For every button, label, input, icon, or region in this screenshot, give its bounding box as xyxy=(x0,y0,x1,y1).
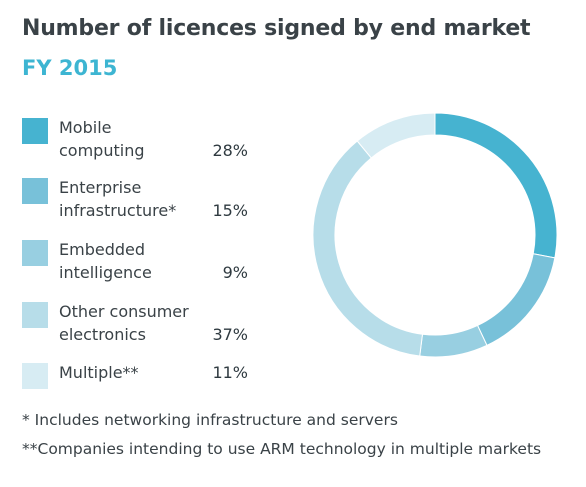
legend-swatch xyxy=(22,302,48,328)
footnote-networking: * Includes networking infrastructure and… xyxy=(22,411,398,429)
legend-swatch xyxy=(22,363,48,389)
donut-slice-mobile-computing xyxy=(434,112,558,259)
footnote-multiple-markets: **Companies intending to use ARM technol… xyxy=(22,440,542,458)
legend-value: 37% xyxy=(212,325,248,344)
donut-slice-other-consumer-electronics xyxy=(312,140,424,357)
legend-value: 9% xyxy=(222,263,248,282)
legend-value: 28% xyxy=(212,141,248,160)
legend-label: Embedded intelligence xyxy=(59,240,152,282)
chart-title: Number of licences signed by end market xyxy=(22,16,531,41)
legend-value: 15% xyxy=(212,201,248,220)
donut-slice-embedded-intelligence xyxy=(419,324,488,358)
donut-slices xyxy=(312,112,558,358)
legend-label: Mobile computing xyxy=(59,118,145,160)
donut-slice-enterprise-infrastructure xyxy=(476,253,556,347)
legend-label: Other consumer electronics xyxy=(59,302,189,344)
donut-slice-multiple xyxy=(356,112,436,159)
chart-subtitle: FY 2015 xyxy=(22,56,118,80)
legend-swatch xyxy=(22,178,48,204)
donut-chart xyxy=(312,112,558,358)
legend-label: Multiple** xyxy=(59,363,139,382)
legend-swatch xyxy=(22,240,48,266)
legend-label: Enterprise infrastructure* xyxy=(59,178,177,220)
legend-swatch xyxy=(22,118,48,144)
legend-value: 11% xyxy=(212,363,248,382)
